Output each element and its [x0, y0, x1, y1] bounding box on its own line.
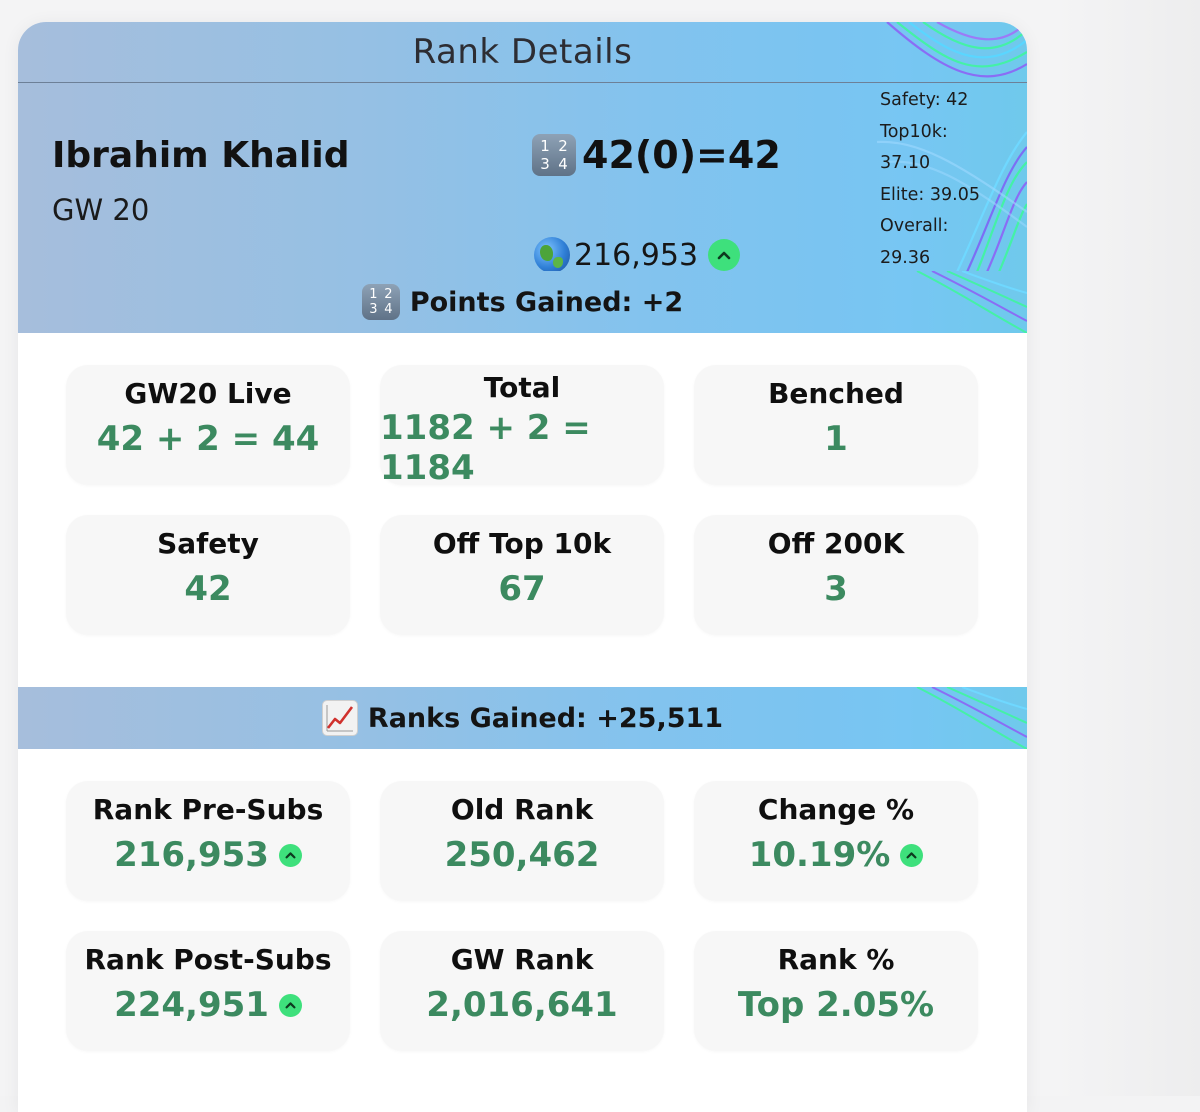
overall-rank: 216,953: [534, 237, 741, 272]
tile-value-row: 216,953: [114, 835, 302, 875]
tile-value: 10.19%: [748, 835, 891, 875]
rank-tiles: Rank Pre-Subs 216,953 Old Rank 250,462 C…: [18, 781, 1027, 1051]
tile-off-top-10k: Off Top 10k 67: [380, 515, 664, 635]
tile-value: 216,953: [114, 835, 269, 875]
points-summary-value: 42(0)=42: [582, 133, 781, 177]
chevron-up-icon: [278, 993, 302, 1017]
chevron-up-icon: [708, 239, 741, 271]
tile-gw-rank: GW Rank 2,016,641: [380, 931, 664, 1051]
average-overall-value: 29.36: [880, 247, 931, 268]
tile-label: Rank Post-Subs: [84, 942, 332, 976]
tile-value: 3: [824, 569, 848, 609]
tile-label: Old Rank: [450, 792, 594, 826]
tile-label: Change %: [757, 792, 915, 826]
globe-icon: [534, 237, 570, 271]
tile-rank-pre-subs: Rank Pre-Subs 216,953: [66, 781, 350, 901]
card-title-bar: Rank Details: [18, 22, 1027, 83]
tile-label: Total: [483, 371, 561, 404]
average-scores: Safety: 42 Top10k: 37.10 Elite: 39.05 Ov…: [880, 85, 1010, 271]
gameweek-label: GW 20: [52, 193, 150, 227]
tile-total: Total 1182 + 2 = 1184: [380, 365, 664, 488]
ranks-gained-header: Ranks Gained: +25,511: [18, 687, 1027, 749]
card-title: Rank Details: [412, 32, 633, 72]
tile-value: 250,462: [444, 835, 600, 875]
tile-old-rank: Old Rank 250,462: [380, 781, 664, 901]
tile-label: Rank Pre-Subs: [92, 792, 324, 826]
tile-value: 1: [824, 419, 848, 459]
decorative-swirl: [916, 271, 1027, 333]
average-overall-label: Overall:: [880, 216, 949, 236]
tile-label: Off Top 10k: [432, 526, 612, 560]
tile-label: Safety: [157, 526, 259, 560]
tile-value: 224,951: [114, 985, 269, 1025]
tile-value: 2,016,641: [426, 985, 618, 1025]
chevron-up-icon: [900, 843, 924, 867]
decorative-swirl: [916, 687, 1027, 749]
points-gained-heading: Points Gained: +2: [409, 286, 684, 318]
average-top10k-value: 37.10: [880, 153, 931, 173]
manager-name: Ibrahim Khalid: [52, 135, 350, 176]
tile-value: 67: [498, 569, 546, 609]
points-tiles: GW20 Live 42 + 2 = 44 Total 1182 + 2 = 1…: [18, 365, 1027, 635]
ranks-gained-heading: Ranks Gained: +25,511: [367, 702, 724, 734]
tile-gw-live: GW20 Live 42 + 2 = 44: [66, 365, 350, 485]
tile-value-row: 224,951: [114, 985, 302, 1025]
tile-safety: Safety 42: [66, 515, 350, 635]
average-elite: Elite: 39.05: [880, 184, 980, 205]
tile-value: 1182 + 2 = 1184: [380, 408, 591, 488]
overall-rank-value: 216,953: [574, 237, 699, 272]
tile-label: Rank %: [777, 942, 895, 976]
tile-value: 42: [184, 569, 232, 609]
tile-change-percent: Change % 10.19%: [694, 781, 978, 901]
tile-value-row: 10.19%: [749, 835, 924, 875]
chevron-up-icon: [278, 843, 302, 867]
tile-rank-post-subs: Rank Post-Subs 224,951: [66, 931, 350, 1051]
average-top10k-label: Top10k:: [880, 121, 948, 142]
tile-value: Top 2.05%: [737, 985, 935, 1025]
tile-label: Benched: [768, 376, 904, 410]
tile-label: GW20 Live: [124, 376, 292, 410]
chart-increasing-icon: [321, 700, 358, 736]
average-safety: Safety: 42: [880, 90, 969, 110]
tile-off-200k: Off 200K 3: [694, 515, 978, 635]
tile-benched: Benched 1: [694, 365, 978, 485]
tile-label: Off 200K: [767, 526, 905, 560]
tile-value: 42 + 2 = 44: [96, 419, 320, 459]
tile-rank-percent: Rank % Top 2.05%: [694, 931, 978, 1051]
tile-label: GW Rank: [450, 942, 594, 976]
